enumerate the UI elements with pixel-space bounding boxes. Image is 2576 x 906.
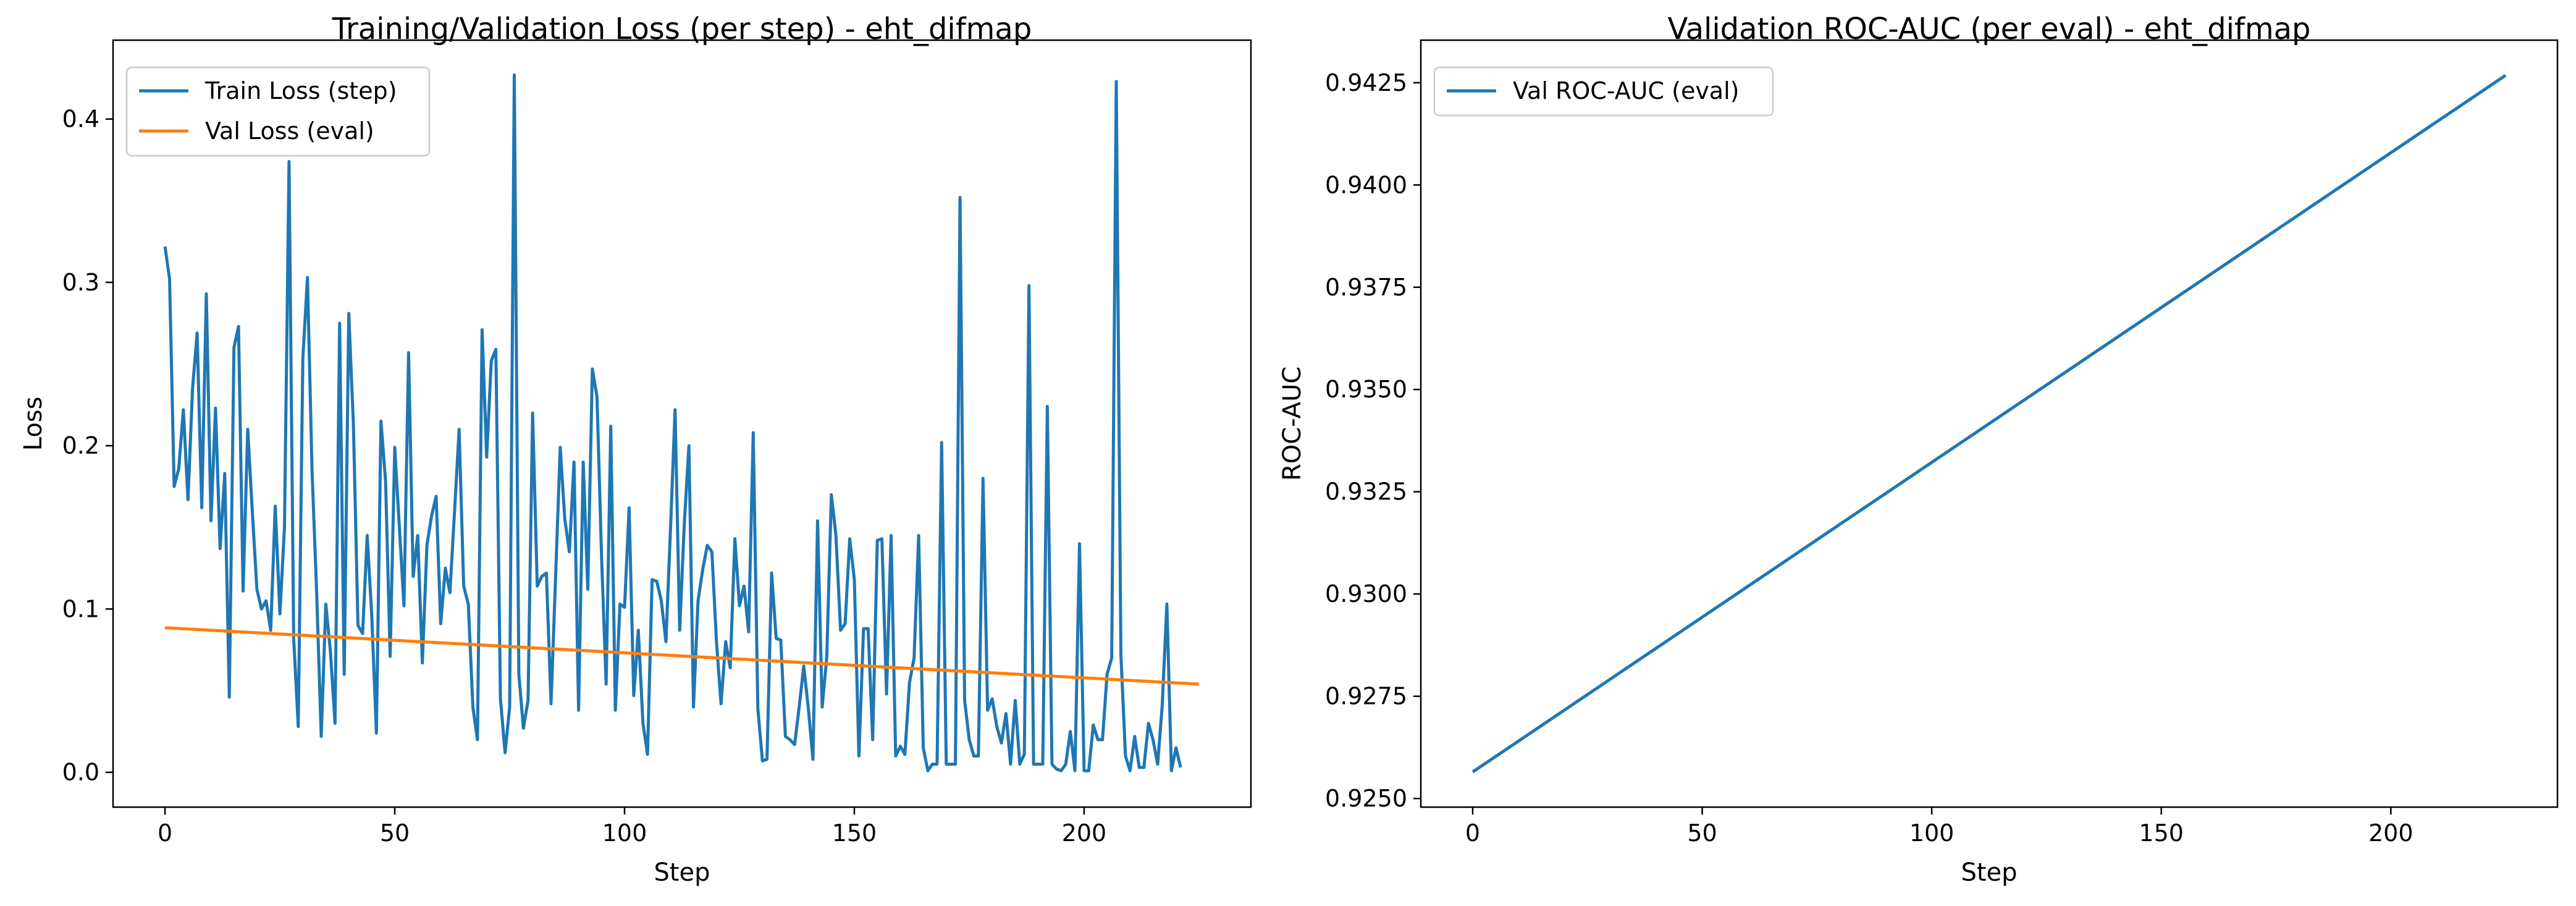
x-axis-label: Step	[1961, 858, 2017, 887]
plot-frame	[1420, 39, 2559, 808]
x-tick-label: 50	[380, 819, 410, 847]
legend-entry: Val ROC-AUC (eval)	[1513, 77, 1739, 104]
y-tick-label: 0.9400	[1325, 171, 1407, 198]
x-tick-label: 50	[1687, 819, 1717, 847]
series-line-1	[1471, 74, 2507, 774]
y-tick-label: 0.2	[62, 432, 99, 459]
y-tick-label: 0.9275	[1325, 683, 1407, 710]
y-tick-label: 0.9350	[1325, 376, 1407, 403]
legend-box	[1433, 66, 1774, 117]
x-axis-label: Step	[654, 858, 710, 887]
y-tick-label: 0.9250	[1325, 785, 1407, 812]
chart-title: Training/Validation Loss (per step) - eh…	[332, 12, 1032, 46]
legend-box	[125, 66, 431, 157]
x-tick-label: 100	[1909, 819, 1955, 847]
chart-1: Training/Validation Loss (per step) - eh…	[19, 12, 1252, 887]
x-tick-label: 100	[602, 819, 647, 847]
legend-entry: Train Loss (step)	[204, 77, 397, 104]
x-tick-label: 200	[2368, 819, 2414, 847]
plot-frame	[112, 39, 1252, 808]
y-tick-label: 0.4	[62, 106, 99, 133]
y-tick-label: 0.9375	[1325, 274, 1407, 301]
y-tick-label: 0.1	[62, 595, 99, 622]
y-tick-label: 0.3	[62, 269, 99, 296]
chart-2: Validation ROC-AUC (per eval) - eht_difm…	[1278, 12, 2559, 887]
x-tick-label: 150	[2139, 819, 2184, 847]
x-tick-label: 0	[1465, 819, 1480, 847]
x-tick-label: 150	[832, 819, 877, 847]
y-tick-label: 0.9300	[1325, 580, 1407, 608]
x-tick-label: 200	[1062, 819, 1107, 847]
chart-title: Validation ROC-AUC (per eval) - eht_difm…	[1667, 12, 2310, 46]
legend: Val ROC-AUC (eval)	[1433, 66, 1774, 117]
x-tick-label: 0	[158, 819, 172, 847]
series-line-2	[164, 626, 1200, 686]
series-line-1	[163, 73, 1182, 773]
y-axis-label: Loss	[19, 397, 48, 451]
y-tick-label: 0.9425	[1325, 69, 1407, 96]
legend-entry: Val Loss (eval)	[205, 117, 374, 145]
y-tick-label: 0.9325	[1325, 478, 1407, 506]
legend: Train Loss (step) Val Loss (eval)	[125, 66, 431, 157]
y-tick-label: 0.0	[62, 759, 99, 786]
y-axis-label: ROC-AUC	[1278, 366, 1307, 481]
